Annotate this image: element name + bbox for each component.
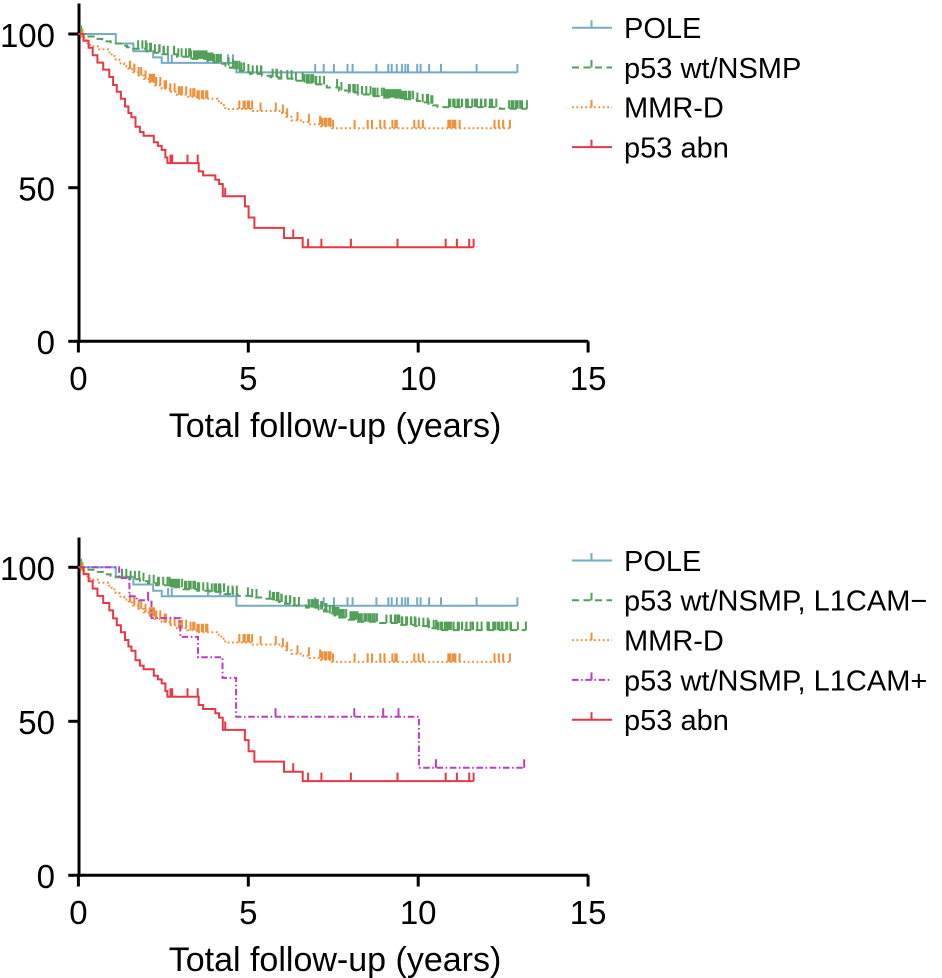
svg-text:Total follow-up (years): Total follow-up (years) — [169, 407, 502, 445]
svg-text:5: 5 — [239, 894, 257, 931]
svg-text:100: 100 — [0, 550, 55, 587]
svg-text:10: 10 — [400, 894, 437, 931]
svg-text:MMR-D: MMR-D — [624, 626, 724, 658]
svg-text:Total follow-up (years): Total follow-up (years) — [169, 941, 502, 978]
svg-text:p53 wt/NSMP, L1CAM+: p53 wt/NSMP, L1CAM+ — [624, 665, 927, 697]
svg-text:POLE: POLE — [624, 546, 701, 578]
svg-text:15: 15 — [570, 894, 607, 931]
svg-text:0: 0 — [69, 894, 87, 931]
svg-text:5: 5 — [239, 360, 257, 397]
svg-text:100: 100 — [0, 17, 55, 54]
svg-text:p53 wt/NSMP: p53 wt/NSMP — [624, 53, 801, 85]
svg-text:10: 10 — [400, 360, 437, 397]
svg-text:50: 50 — [18, 171, 55, 208]
svg-text:p53 abn: p53 abn — [624, 133, 729, 165]
svg-text:0: 0 — [37, 324, 55, 361]
svg-text:15: 15 — [570, 360, 607, 397]
svg-text:50: 50 — [18, 704, 55, 741]
svg-text:0: 0 — [69, 360, 87, 397]
svg-text:MMR-D: MMR-D — [624, 93, 724, 125]
svg-text:POLE: POLE — [624, 13, 701, 45]
svg-text:p53 abn: p53 abn — [624, 705, 729, 737]
svg-text:p53 wt/NSMP, L1CAM−: p53 wt/NSMP, L1CAM− — [624, 586, 927, 618]
svg-text:0: 0 — [37, 858, 55, 895]
